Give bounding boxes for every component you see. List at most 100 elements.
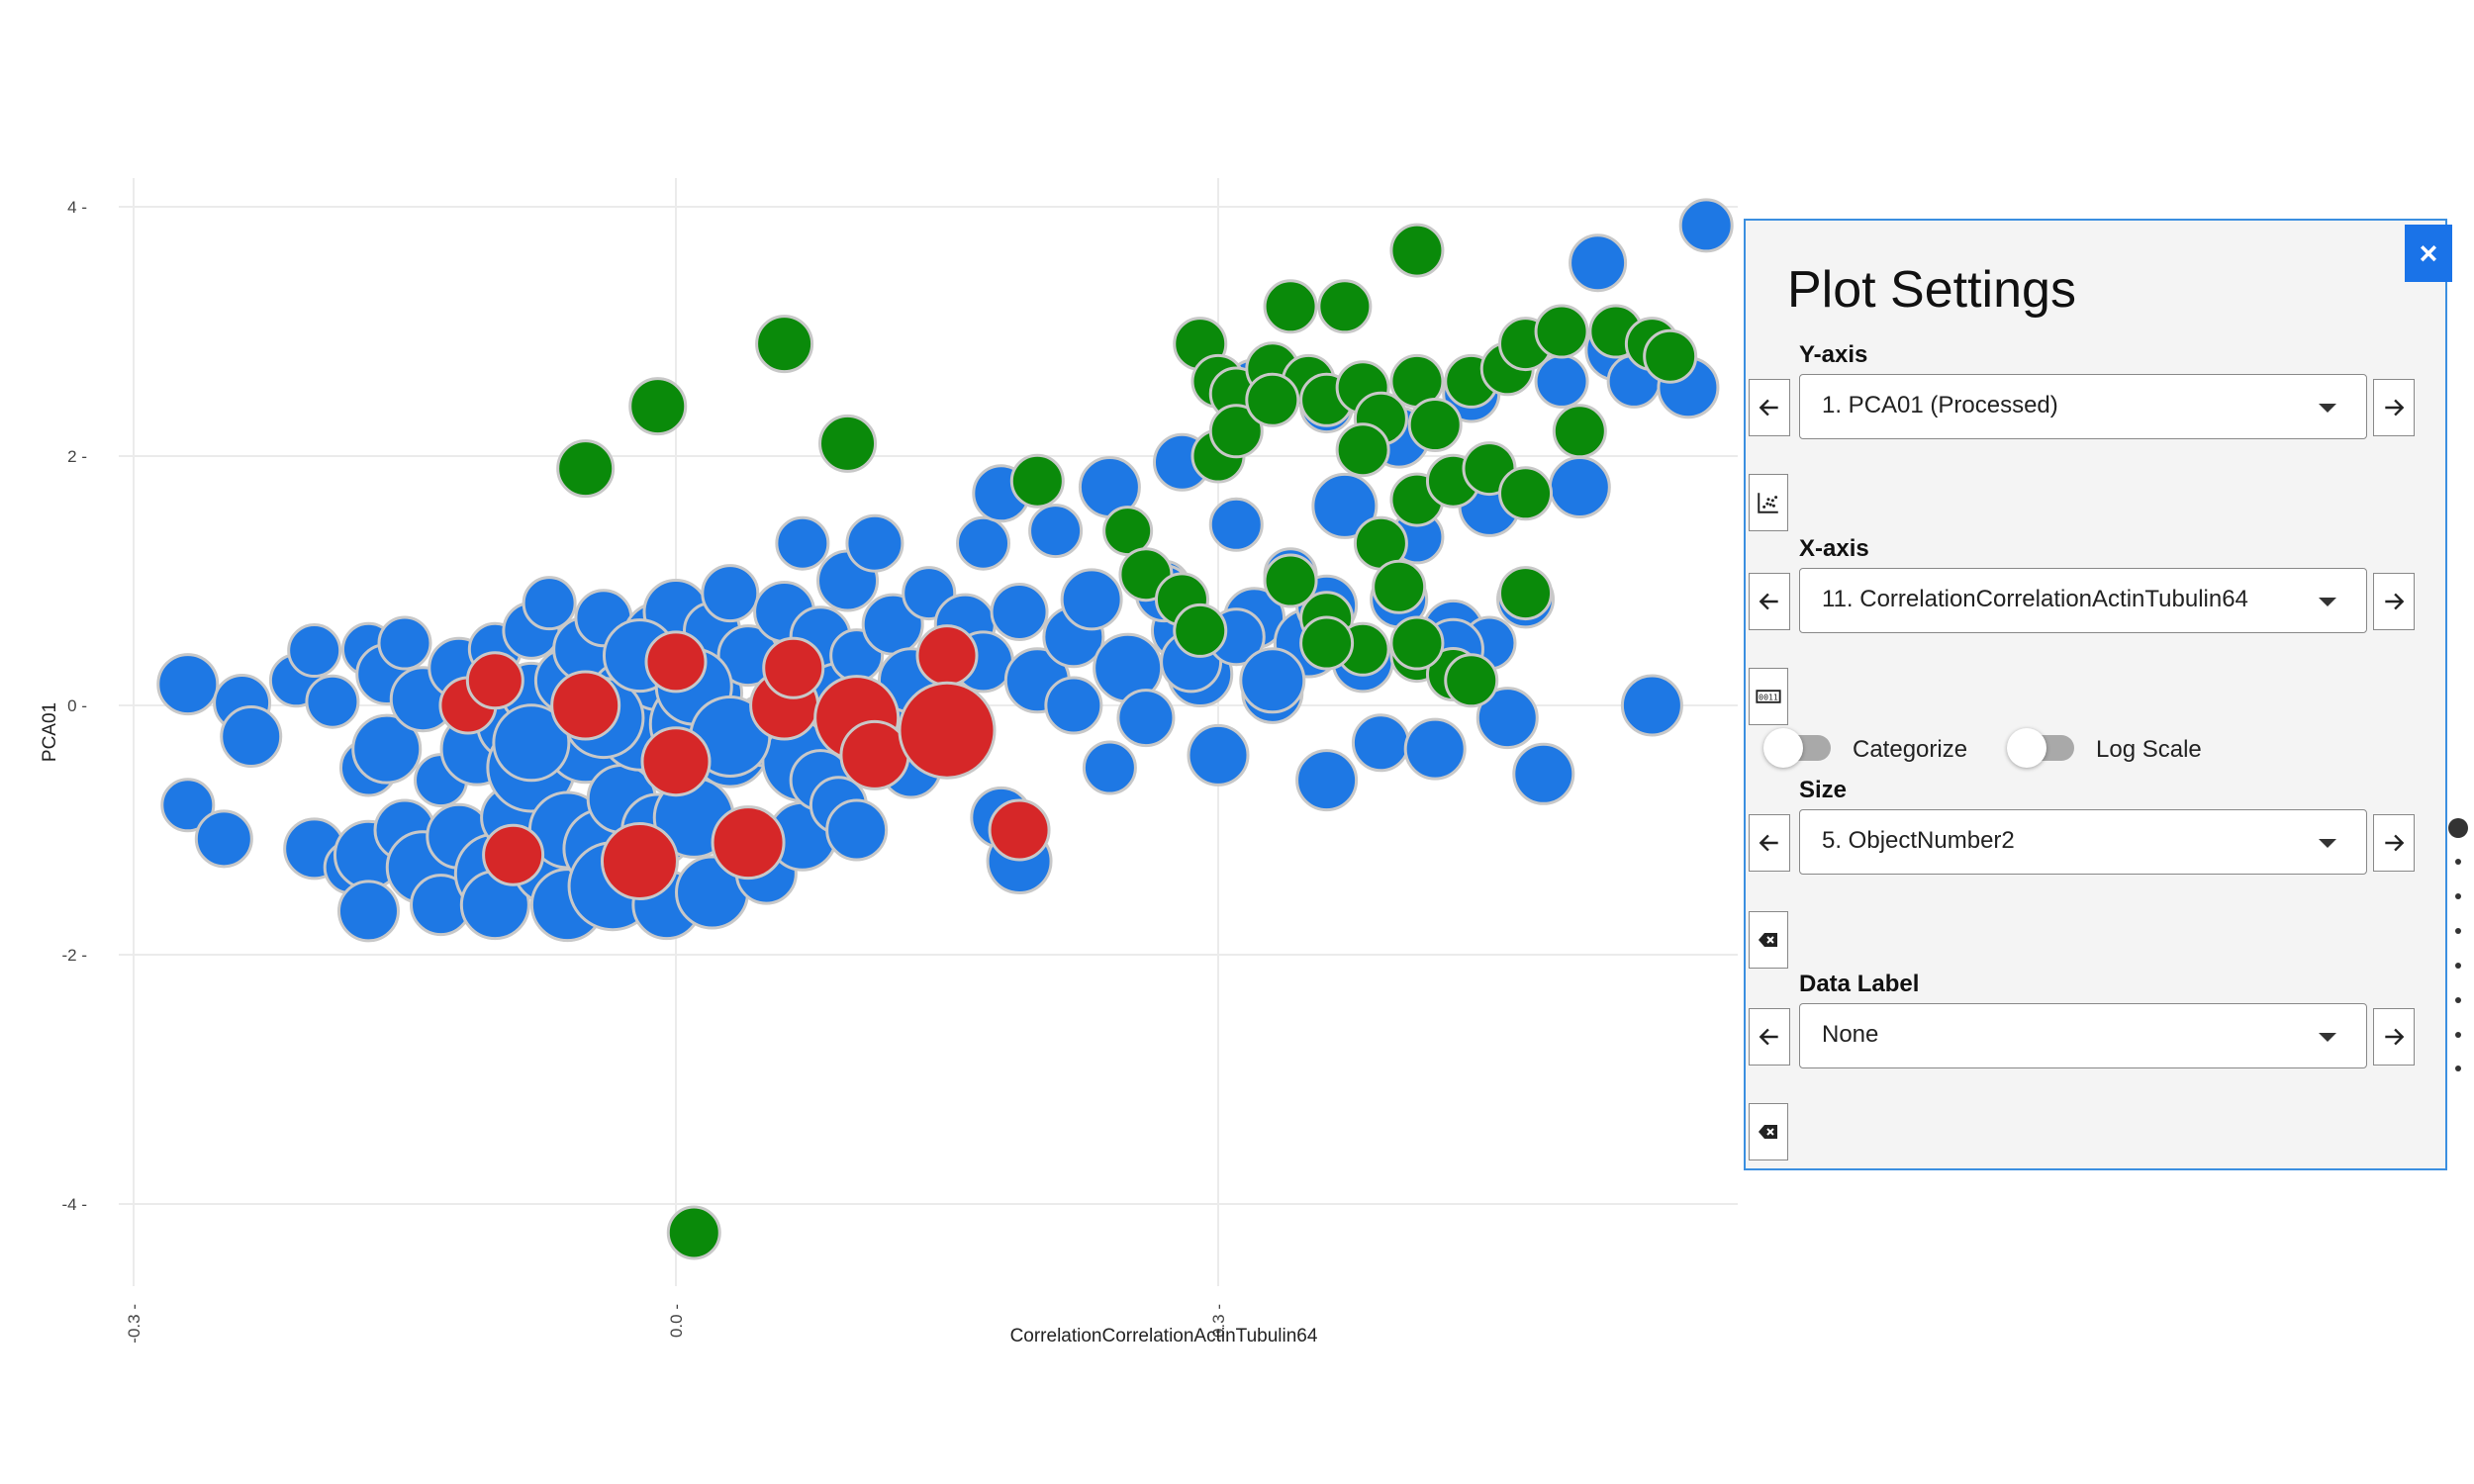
toggle-knob: [1763, 728, 1803, 768]
data-point: [915, 624, 979, 688]
binning-icon: 0011: [1756, 690, 1781, 703]
data-point: [640, 726, 712, 797]
close-button[interactable]: ×: [2405, 225, 2452, 282]
size-next-button[interactable]: [2373, 814, 2415, 872]
data-point: [1317, 279, 1373, 334]
x-axis-prev-button[interactable]: [1749, 573, 1790, 630]
data-point: [377, 615, 432, 671]
binning-button[interactable]: 0011: [1749, 668, 1788, 725]
toggle-knob: [2007, 728, 2046, 768]
data-point: [990, 583, 1049, 641]
chevron-down-icon: [2319, 839, 2336, 848]
y-axis-prev-button[interactable]: [1749, 379, 1790, 436]
y-tick-label: 2 -: [67, 447, 87, 466]
clear-data-label-button[interactable]: [1749, 1103, 1788, 1160]
x-tick-label: 0.3 -: [1209, 1304, 1228, 1338]
data-point: [1245, 372, 1300, 427]
y-tick-label: -4 -: [62, 1195, 88, 1214]
arrow-right-icon: [2385, 399, 2405, 417]
data-point: [1403, 717, 1467, 781]
data-point: [825, 798, 889, 862]
data-point: [1060, 568, 1123, 631]
data-point: [762, 636, 825, 699]
y-tick-label: -2 -: [62, 946, 88, 965]
data-point: [465, 651, 524, 710]
data-point: [1351, 713, 1410, 773]
data-point: [351, 713, 423, 785]
data-point: [1444, 653, 1499, 708]
background-markers: [2448, 818, 2468, 1071]
size-select[interactable]: 5. ObjectNumber2: [1799, 809, 2367, 875]
data-point: [988, 798, 1051, 862]
data-point: [550, 670, 621, 741]
data-point: [156, 653, 220, 716]
data-point: [1498, 566, 1554, 621]
data-point: [1263, 553, 1318, 608]
data-point: [1082, 740, 1137, 795]
y-axis-next-button[interactable]: [2373, 379, 2415, 436]
data-point: [556, 439, 616, 499]
size-label: Size: [1799, 777, 1848, 803]
chevron-down-icon: [2319, 1033, 2336, 1042]
arrow-left-icon: [1759, 399, 1778, 417]
arrow-right-icon: [2385, 1028, 2405, 1046]
data-point: [1569, 233, 1628, 293]
scatter-chart-icon: [1758, 493, 1778, 513]
arrow-right-icon: [2385, 593, 2405, 610]
data-point: [1643, 328, 1698, 384]
log-scale-toggle[interactable]: [2007, 728, 2074, 768]
data-label-label: Data Label: [1799, 971, 1920, 997]
data-point: [160, 778, 216, 833]
x-tick-label: -0.3 -: [125, 1304, 143, 1344]
data-point: [1620, 674, 1683, 737]
data-point: [755, 315, 814, 374]
size-select-value: 5. ObjectNumber2: [1822, 827, 2015, 854]
arrow-left-icon: [1759, 834, 1778, 852]
backspace-icon: [1759, 933, 1777, 947]
data-point: [1116, 689, 1176, 748]
categorize-toggle[interactable]: [1763, 728, 1831, 768]
x-axis-next-button[interactable]: [2373, 573, 2415, 630]
y-axis-select-value: 1. PCA01 (Processed): [1822, 392, 2058, 418]
panel-title: Plot Settings: [1787, 261, 2076, 319]
backspace-icon: [1759, 1125, 1777, 1139]
data-point: [522, 576, 577, 631]
plot-settings-panel: Plot Settings × Y-axis 1. PCA01 (Process…: [1744, 219, 2452, 1170]
data-point: [1263, 279, 1318, 334]
categorize-label: Categorize: [1853, 736, 1968, 763]
clear-size-button[interactable]: [1749, 911, 1788, 969]
log-scale-label: Log Scale: [2096, 736, 2202, 763]
data-label-select[interactable]: None: [1799, 1003, 2367, 1068]
data-point: [1389, 223, 1445, 278]
data-point: [1295, 749, 1359, 812]
data-point: [1678, 198, 1734, 253]
data-point: [1173, 603, 1228, 658]
data-point: [1372, 559, 1427, 614]
data-point: [1311, 472, 1379, 539]
data-point: [1552, 404, 1607, 459]
data-point: [1009, 453, 1065, 509]
data-point: [711, 805, 786, 881]
data-point: [287, 623, 342, 679]
y-tick-label: 4 -: [67, 198, 87, 217]
data-point: [628, 377, 688, 436]
points-layer: [156, 198, 1734, 1260]
size-prev-button[interactable]: [1749, 814, 1790, 872]
data-point: [1512, 742, 1575, 805]
svg-text:0011: 0011: [1759, 693, 1778, 702]
data-point: [305, 674, 360, 729]
data-point: [194, 809, 253, 869]
data-point: [600, 822, 679, 900]
data-point: [1028, 504, 1084, 559]
data-point: [220, 705, 283, 768]
axis-ticks: 4 - 2 - 0 - -2 - -4 - -0.3 - 0.0 - 0.3 -: [62, 198, 1229, 1344]
data-point: [1335, 422, 1390, 478]
x-axis-select[interactable]: 11. CorrelationCorrelationActinTubulin64: [1799, 568, 2367, 633]
data-point: [1498, 466, 1554, 521]
scatter-chart-button[interactable]: [1749, 474, 1788, 531]
data-label-prev-button[interactable]: [1749, 1008, 1790, 1066]
y-axis-select[interactable]: 1. PCA01 (Processed): [1799, 374, 2367, 439]
data-label-next-button[interactable]: [2373, 1008, 2415, 1066]
data-point: [1187, 723, 1250, 787]
